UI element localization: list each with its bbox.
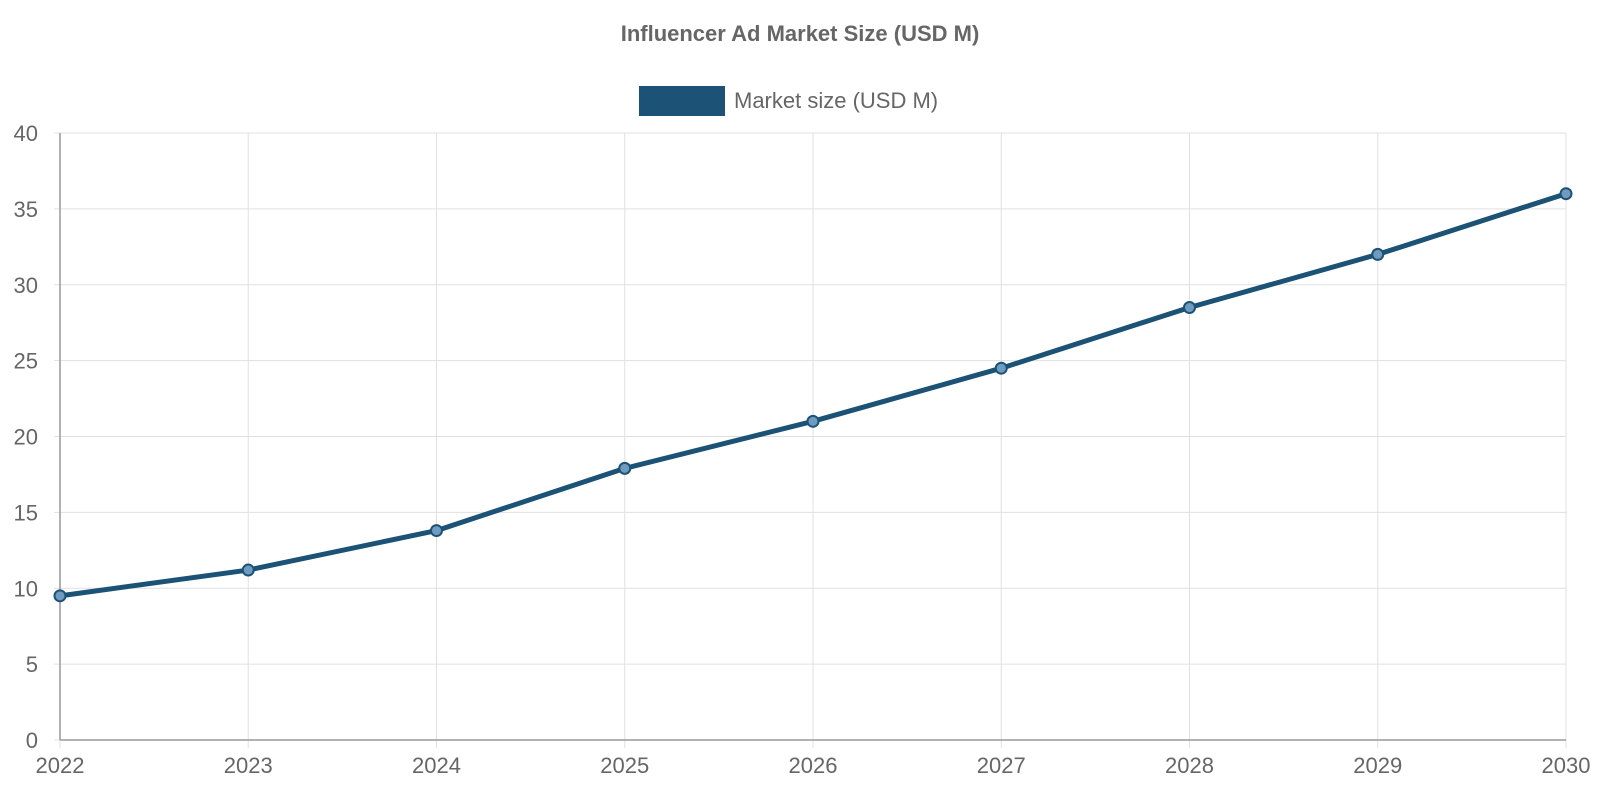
series-group — [53, 187, 1573, 603]
y-tick-label: 25 — [14, 349, 38, 374]
y-tick-label: 30 — [14, 273, 38, 298]
x-tick-label: 2024 — [412, 753, 461, 778]
data-point[interactable] — [1183, 301, 1196, 315]
legend-label: Market size (USD M) — [734, 88, 938, 113]
y-tick-label: 40 — [14, 121, 38, 146]
y-tick-label: 10 — [14, 576, 38, 601]
data-point[interactable] — [806, 414, 820, 428]
y-tick-label: 5 — [26, 652, 38, 677]
x-tick-label: 2029 — [1353, 753, 1402, 778]
axes — [59, 133, 1566, 741]
data-point[interactable] — [53, 589, 67, 603]
x-tick-label: 2022 — [36, 753, 85, 778]
data-point[interactable] — [618, 461, 632, 475]
data-point[interactable] — [241, 563, 255, 577]
x-tick-label: 2023 — [224, 753, 273, 778]
data-point[interactable] — [1371, 247, 1385, 261]
data-point[interactable] — [1559, 187, 1573, 201]
x-tick-label: 2028 — [1165, 753, 1214, 778]
x-tick-label: 2027 — [977, 753, 1026, 778]
x-axis-ticks: 2022 2023 2024 2025 2026 2027 2028 2029 2030 — [36, 753, 1591, 778]
legend-swatch — [639, 86, 725, 116]
y-axis-ticks: 0 5 10 15 20 25 30 35 40 — [14, 121, 38, 753]
y-tick-label: 15 — [14, 500, 38, 525]
x-tick-label: 2026 — [789, 753, 838, 778]
y-tick-label: 35 — [14, 197, 38, 222]
x-tick-label: 2025 — [600, 753, 649, 778]
y-tick-label: 0 — [26, 728, 38, 753]
legend[interactable]: Market size (USD M) — [639, 86, 938, 116]
y-tick-label: 20 — [14, 425, 38, 450]
x-tick-label: 2030 — [1542, 753, 1591, 778]
data-point[interactable] — [994, 361, 1008, 375]
chart-title: Influencer Ad Market Size (USD M) — [621, 21, 980, 46]
grid — [54, 132, 1567, 748]
data-point[interactable] — [430, 524, 443, 538]
